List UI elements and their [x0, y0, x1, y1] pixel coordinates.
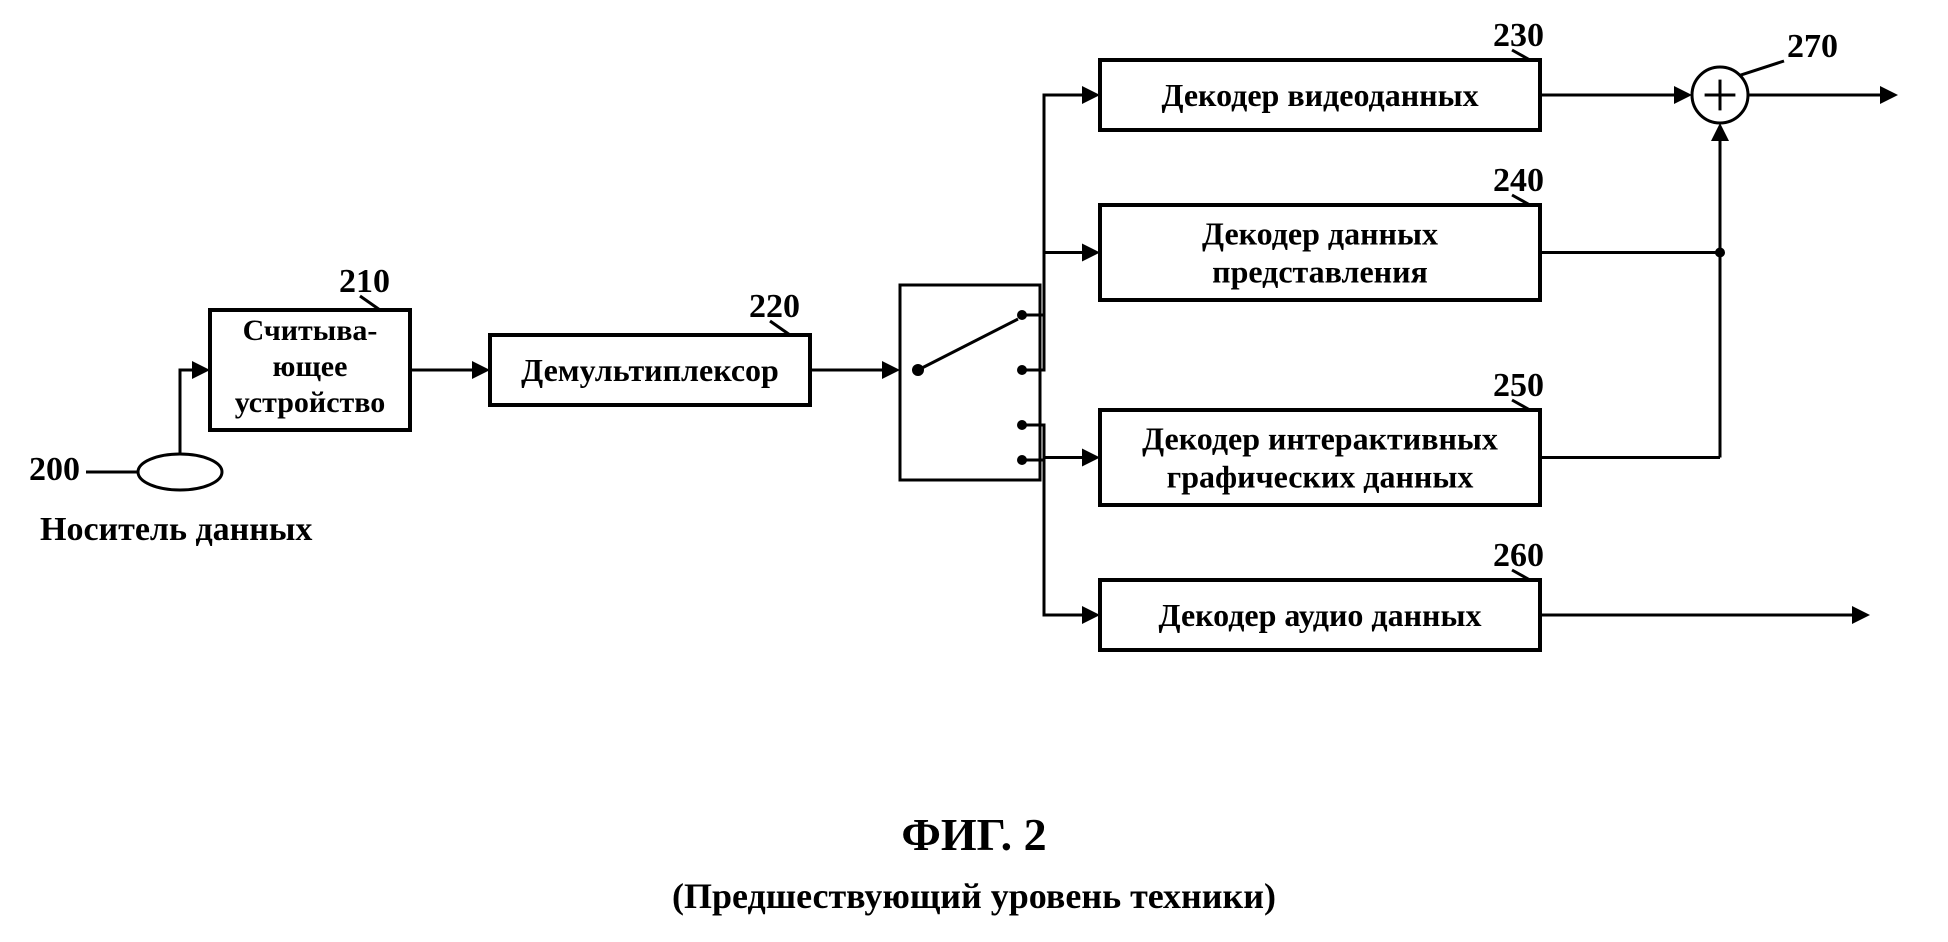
- presentation-label: представления: [1212, 254, 1428, 290]
- video-label: Декодер видеоданных: [1161, 77, 1478, 113]
- presentation-label: Декодер данных: [1202, 216, 1438, 252]
- reader-id: 210: [339, 263, 390, 300]
- audio-label: Декодер аудио данных: [1159, 597, 1482, 633]
- interactive-id: 250: [1493, 367, 1544, 404]
- demux-id: 220: [749, 288, 800, 325]
- demux-label: Демультиплексор: [521, 352, 779, 388]
- audio-id: 260: [1493, 537, 1544, 574]
- interactive-label: графических данных: [1167, 459, 1474, 495]
- carrier-label: Носитель данных: [40, 511, 312, 548]
- carrier-ellipse: [138, 454, 222, 490]
- video-id: 230: [1493, 17, 1544, 54]
- summer-id: 270: [1787, 28, 1838, 65]
- figure-number: ФИГ. 2: [901, 809, 1046, 860]
- figure-subtitle: (Предшествующий уровень техники): [672, 876, 1276, 916]
- interactive-label: Декодер интерактивных: [1142, 421, 1498, 457]
- reader-label: устройство: [235, 386, 386, 419]
- carrier-id: 200: [29, 451, 80, 488]
- reader-label: ющее: [273, 350, 348, 383]
- presentation-id: 240: [1493, 162, 1544, 199]
- reader-label: Считыва-: [243, 314, 378, 347]
